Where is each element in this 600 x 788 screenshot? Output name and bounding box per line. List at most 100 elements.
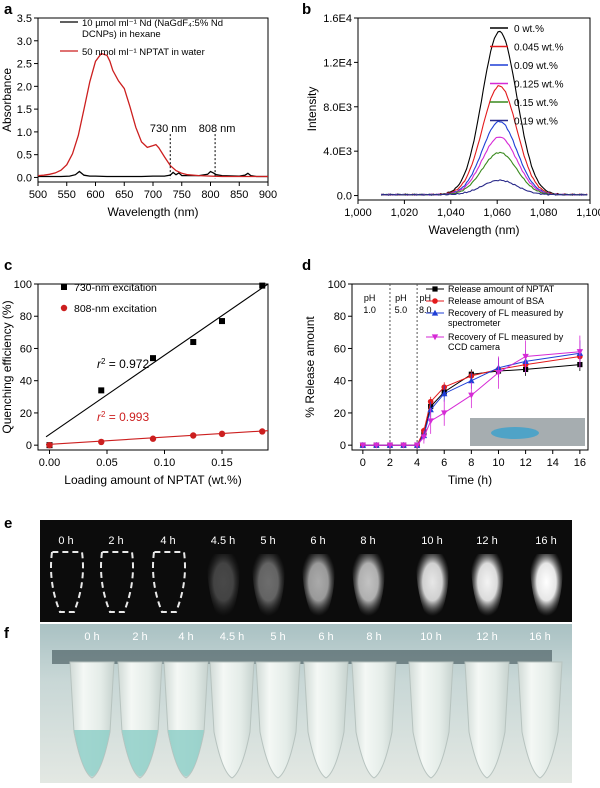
x-tick-label: 1,060 <box>483 207 511 219</box>
legend-label: 0.15 wt.% <box>514 98 558 109</box>
x-tick-label: 0.05 <box>96 457 117 469</box>
legend-label: Recovery of FL measured by <box>448 308 564 318</box>
data-point-730 <box>259 282 266 289</box>
data-point <box>468 377 475 384</box>
absorbance-line-1 <box>37 52 268 178</box>
annotation-808nm: 808 nm <box>199 123 236 135</box>
y-tick-label: 0 <box>26 440 32 452</box>
panel-label-e: e <box>4 515 12 532</box>
y-tick-label: 3.5 <box>17 13 32 25</box>
photo-time-label: 6 h <box>318 631 333 643</box>
legend-swatch-marker-0 <box>432 286 438 292</box>
data-point-808 <box>98 438 105 446</box>
y-tick-label: 2.5 <box>17 59 32 71</box>
nir-time-label: 12 h <box>476 535 497 547</box>
chart-a: a 500 550 600 650 700 750 800 850 900 0.0 0.5 1.0 1.… <box>0 1 277 219</box>
x-tick-label: 1,040 <box>437 207 465 219</box>
x-tick-label: 850 <box>230 189 248 201</box>
y-tick-label: 1.5 <box>17 104 32 116</box>
data-point <box>427 418 434 425</box>
nir-time-label: 16 h <box>535 535 556 547</box>
y-tick-label: 0.0 <box>17 172 32 184</box>
photo-time-label: 4.5 h <box>220 631 244 643</box>
x-tick-label: 650 <box>115 189 133 201</box>
x-tick-label: 700 <box>144 189 162 201</box>
x-tick-label: 4 <box>414 457 420 469</box>
tube-fluorescence <box>530 554 563 616</box>
legend-swatch-marker-3 <box>431 334 439 341</box>
photo-time-label: 5 h <box>270 631 285 643</box>
annotation-730nm: 730 nm <box>150 123 187 135</box>
legend-label: 0.19 wt.% <box>514 117 558 128</box>
y-tick-label: 100 <box>14 279 32 291</box>
legend-swatch-marker-1 <box>432 298 438 304</box>
x-tick-label: 500 <box>29 189 47 201</box>
legend-label: Release amount of NPTAT <box>448 284 555 294</box>
plot-frame-b <box>357 17 591 201</box>
x-tick-label: 750 <box>173 189 191 201</box>
x-tick-label: 16 <box>574 457 586 469</box>
x-tick-label: 2 <box>387 457 393 469</box>
microtube <box>303 661 349 779</box>
y-tick-label: 40 <box>334 376 346 388</box>
y-tick-label: 80 <box>20 311 32 323</box>
spectrum-line-5 <box>380 179 588 196</box>
tube-outline <box>100 551 134 613</box>
panel-b: b 1,000 1,020 1,040 1,060 1,080 1,100 0.0 4.0E3… <box>300 0 600 250</box>
legend-label: 0.09 wt.% <box>514 61 558 72</box>
data-point <box>441 390 448 397</box>
x-tick-label: 14 <box>547 457 559 469</box>
data-point-730 <box>150 355 156 362</box>
y-tick-label: 100 <box>328 279 346 291</box>
x-tick-label: 8 <box>468 457 474 469</box>
legend-label: spectrometer <box>448 318 501 328</box>
x-tick-label: 0.10 <box>154 457 175 469</box>
x-axis-label: Wavelength (nm) <box>108 205 199 219</box>
data-point <box>576 349 584 355</box>
x-tick-label: 900 <box>259 189 277 201</box>
tube-blue-solution <box>74 730 110 777</box>
legend-label: Recovery of FL measured by <box>448 332 564 342</box>
legend-label: Release amount of BSA <box>448 296 544 306</box>
data-point-730 <box>219 318 225 325</box>
x-axis-label: Loading amount of NPTAT (wt.%) <box>64 473 241 487</box>
photo-time-label: 4 h <box>178 631 193 643</box>
legend-label: 0.125 wt.% <box>514 80 564 91</box>
microtube <box>408 661 454 779</box>
photo-time-label: 0 h <box>84 631 99 643</box>
x-tick-label: 800 <box>201 189 219 201</box>
y-tick-label: 1.0 <box>17 127 32 139</box>
tube-blue-solution <box>122 730 158 777</box>
y-tick-label: 2.0 <box>17 81 32 93</box>
tube-fluorescence <box>252 554 285 616</box>
ph-label: pH <box>364 293 376 303</box>
legend-label: CCD camera <box>448 342 500 352</box>
data-point <box>522 353 529 360</box>
y-tick-label: 1.2E4 <box>323 57 352 69</box>
y-tick-label: 0 <box>340 440 346 452</box>
data-point <box>420 434 428 441</box>
nir-time-label: 0 h <box>58 535 73 547</box>
x-tick-label: 10 <box>492 457 504 469</box>
panel-label-f: f <box>4 625 10 642</box>
panel-label-c: c <box>4 257 12 274</box>
data-point-808 <box>190 432 197 439</box>
ph-label: pH <box>419 293 431 303</box>
data-point <box>441 410 448 417</box>
data-point <box>359 442 367 449</box>
tube-outline <box>152 551 186 613</box>
nir-image-strip: e 0 h 2 h 4 h 4.5 h 5 h 6 h 8 h 10 h 12 h 16 h <box>4 515 572 622</box>
x-tick-label: 0.15 <box>211 457 232 469</box>
x-tick-label: 6 <box>441 457 447 469</box>
microtube <box>517 661 563 779</box>
data-point-808 <box>149 435 157 442</box>
panel-label-d: d <box>302 257 311 274</box>
y-tick-label: 1.6E4 <box>323 13 352 25</box>
x-axis-label: Time (h) <box>448 473 492 487</box>
nir-time-label: 4.5 h <box>211 535 235 547</box>
legend-swatch-730 <box>61 284 67 290</box>
nir-time-label: 10 h <box>421 535 442 547</box>
absorbance-line-0 <box>38 170 268 178</box>
data-point-808 <box>218 430 226 438</box>
photo-time-label: 16 h <box>529 631 550 643</box>
